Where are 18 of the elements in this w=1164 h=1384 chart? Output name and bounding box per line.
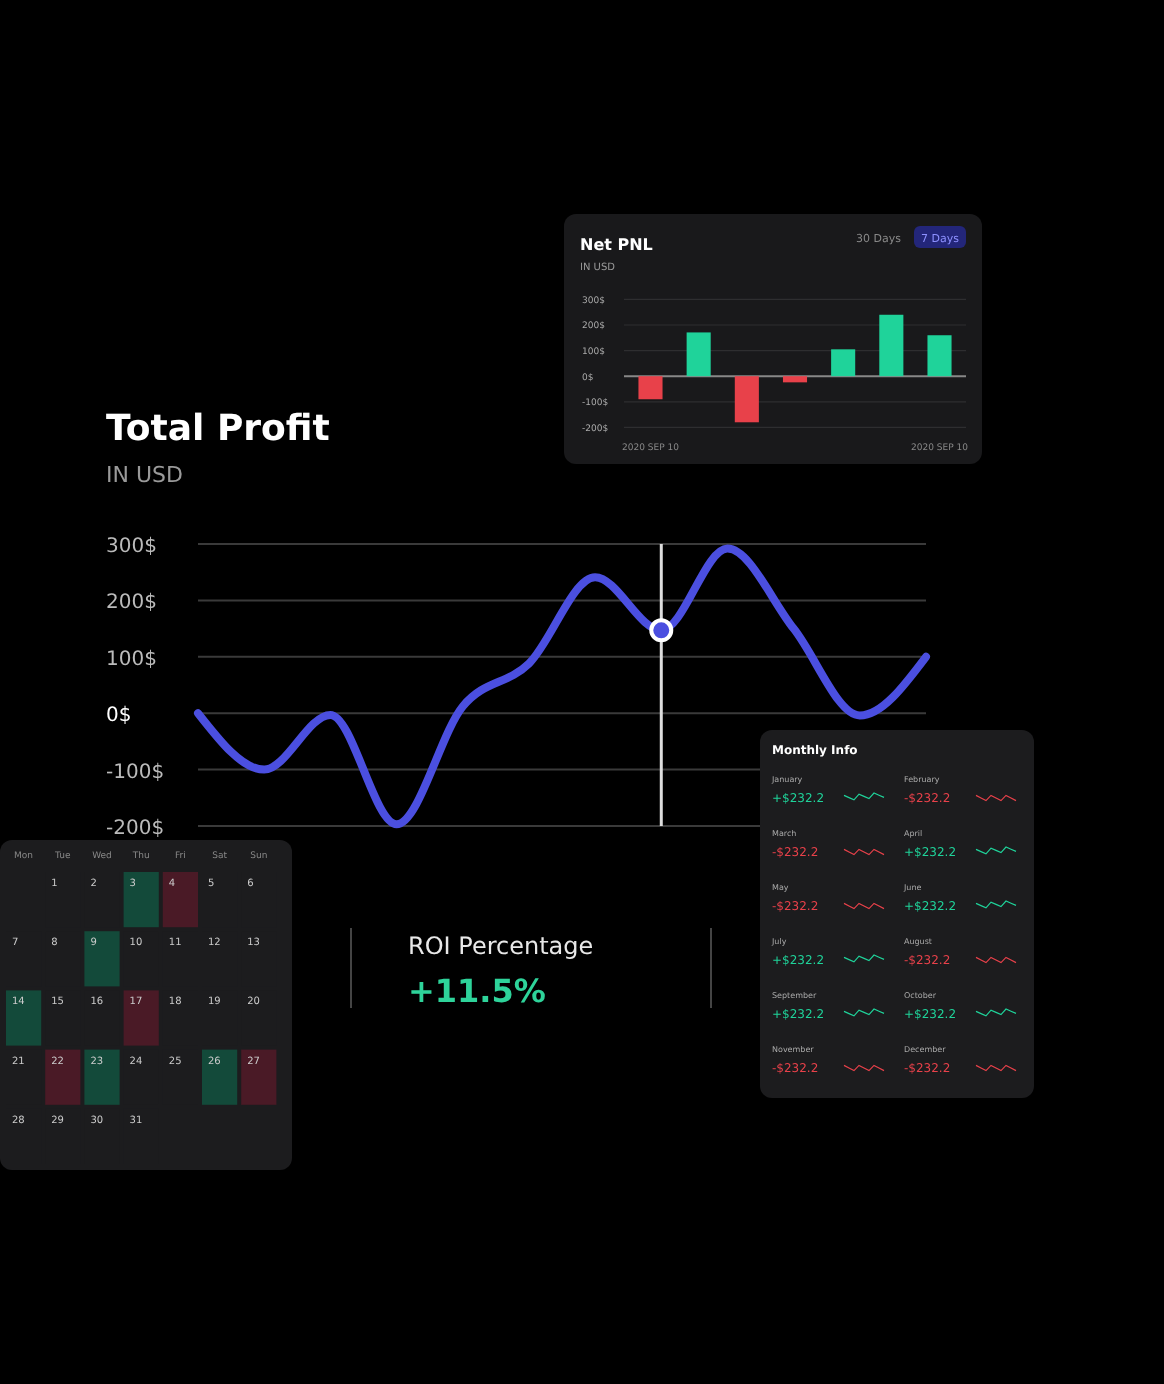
y-tick-label: 300$ (106, 536, 157, 558)
y-tick-label: -100$ (106, 761, 165, 784)
y-tick-label: -200$ (106, 818, 165, 840)
bar (879, 314, 904, 377)
text: +11.5% (408, 972, 546, 1010)
chart-title: Net PNL (580, 236, 653, 254)
y-tick-label: 0$ (106, 705, 132, 728)
chart-title: Total Profit (106, 408, 331, 450)
bar (927, 335, 952, 377)
bar (638, 376, 663, 400)
bar (831, 349, 856, 377)
y-tick-label: 200$ (106, 592, 157, 615)
text: ROI Percentage (408, 932, 594, 960)
bar (782, 376, 808, 383)
bar (734, 376, 759, 423)
chart-subtitle: IN USD (106, 462, 183, 488)
y-tick-label: 100$ (106, 648, 157, 671)
bar (686, 332, 711, 377)
